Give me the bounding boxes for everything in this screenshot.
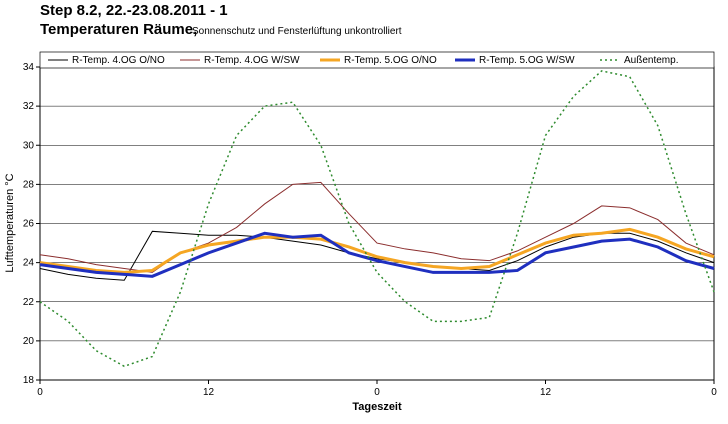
- y-tick-label: 22: [23, 297, 35, 308]
- x-tick-label: 0: [374, 387, 380, 398]
- chart-title: Step 8.2, 22.-23.08.2011 - 1: [40, 2, 228, 19]
- x-tick-label: 0: [711, 387, 717, 398]
- chart-subtitle: Temperaturen Räume,: [40, 21, 197, 38]
- x-tick-label: 0: [37, 387, 43, 398]
- chart-note: Sonnenschutz und Fensterlüftung unkontro…: [192, 26, 402, 37]
- y-tick-label: 18: [23, 375, 35, 386]
- y-axis-label: Lufttemperaturen °C: [4, 173, 16, 272]
- legend-label: Außentemp.: [624, 55, 678, 66]
- x-tick-label: 12: [203, 387, 215, 398]
- legend-label: R-Temp. 4.OG W/SW: [204, 55, 300, 66]
- line-series: [39, 227, 715, 274]
- y-tick-label: 32: [23, 101, 35, 112]
- y-tick-label: 24: [23, 258, 35, 269]
- y-tick-label: 34: [23, 62, 35, 73]
- legend-box: [39, 51, 715, 69]
- x-tick-label: 12: [540, 387, 552, 398]
- y-tick-label: 20: [23, 336, 35, 347]
- legend-label: R-Temp. 4.OG O/NO: [72, 55, 165, 66]
- legend-label: R-Temp. 5.OG O/NO: [344, 55, 437, 66]
- line-series: [39, 181, 715, 273]
- y-tick-label: 26: [23, 219, 35, 230]
- y-tick-label: 28: [23, 179, 35, 190]
- legend-label: R-Temp. 5.OG W/SW: [479, 55, 575, 66]
- line-series: [39, 231, 715, 278]
- x-axis-label: Tageszeit: [352, 401, 402, 413]
- line-series: [39, 70, 715, 368]
- y-tick-label: 30: [23, 140, 35, 151]
